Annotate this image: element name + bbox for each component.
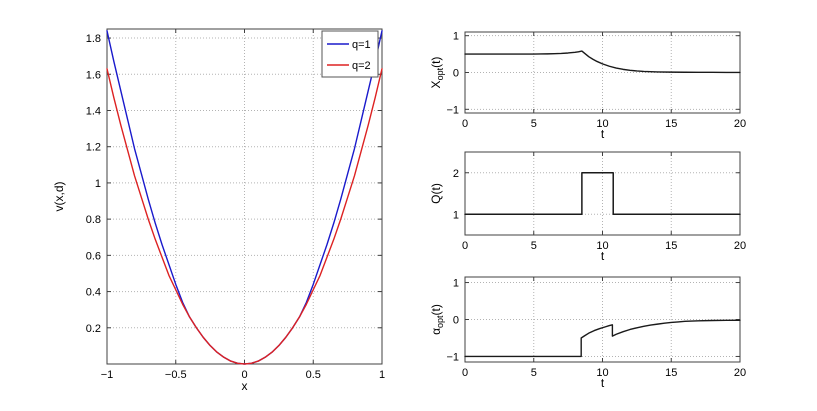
legend-box: [321, 30, 379, 78]
x-axis-label: t: [601, 249, 605, 263]
y-tick-label: −1: [446, 351, 459, 363]
x-tick-label: 0: [462, 367, 468, 379]
series-line-x-opt: [464, 50, 741, 74]
x-tick-label: 15: [665, 367, 677, 379]
y-tick-label: 0: [453, 315, 459, 327]
y-tick-label: 1: [453, 31, 459, 43]
x-tick-label: 0: [462, 118, 468, 130]
x-tick-label: 0: [241, 369, 247, 381]
x-tick-label: 0: [462, 240, 468, 252]
x-axis-label: x: [242, 379, 248, 393]
x-tick-label: −1: [101, 369, 114, 381]
y-tick-label: −1: [446, 104, 459, 116]
x-tick-label: 5: [531, 118, 537, 130]
x-tick-label: 20: [734, 118, 746, 130]
y-tick-label: 2: [453, 168, 459, 180]
x-tick-label: 15: [665, 118, 677, 130]
x-tick-label: 0.5: [306, 369, 321, 381]
y-axis-label: αopt(t): [429, 304, 445, 335]
y-tick-label: 0: [453, 68, 459, 80]
y-tick-label: 1: [453, 209, 459, 221]
series-line-q: [464, 172, 741, 215]
x-tick-label: 20: [734, 240, 746, 252]
y-tick-label: 0.8: [86, 214, 101, 226]
x-tick-label: 15: [665, 240, 677, 252]
x-tick-label: 10: [596, 367, 608, 379]
y-axis-label: Q(t): [429, 183, 443, 204]
x-axis-label: t: [601, 376, 605, 390]
y-axis-label: Xopt(t): [429, 57, 445, 89]
x-tick-label: 10: [596, 240, 608, 252]
legend-entry-label: q=2: [352, 60, 371, 72]
y-axis-label: v(x,d): [52, 181, 66, 211]
y-tick-label: 1.4: [86, 105, 101, 117]
y-tick-label: 0.4: [86, 287, 101, 299]
y-tick-label: 1.6: [86, 69, 101, 81]
y-tick-label: 0.2: [86, 323, 101, 335]
y-tick-label: 1: [453, 278, 459, 290]
series-line-q-2: [106, 68, 383, 365]
x-tick-label: 5: [531, 240, 537, 252]
y-tick-label: 1: [95, 178, 101, 190]
x-tick-label: 1: [379, 369, 385, 381]
series-line-alpha-opt: [464, 319, 741, 358]
x-axis-label: t: [601, 127, 605, 141]
y-tick-label: 1.2: [86, 142, 101, 154]
x-tick-label: 10: [596, 118, 608, 130]
x-tick-label: −0.5: [165, 369, 187, 381]
legend-entry-label: q=1: [352, 39, 371, 51]
y-tick-label: 0.6: [86, 250, 101, 262]
x-tick-label: 20: [734, 367, 746, 379]
y-tick-label: 1.8: [86, 33, 101, 45]
x-tick-label: 5: [531, 367, 537, 379]
